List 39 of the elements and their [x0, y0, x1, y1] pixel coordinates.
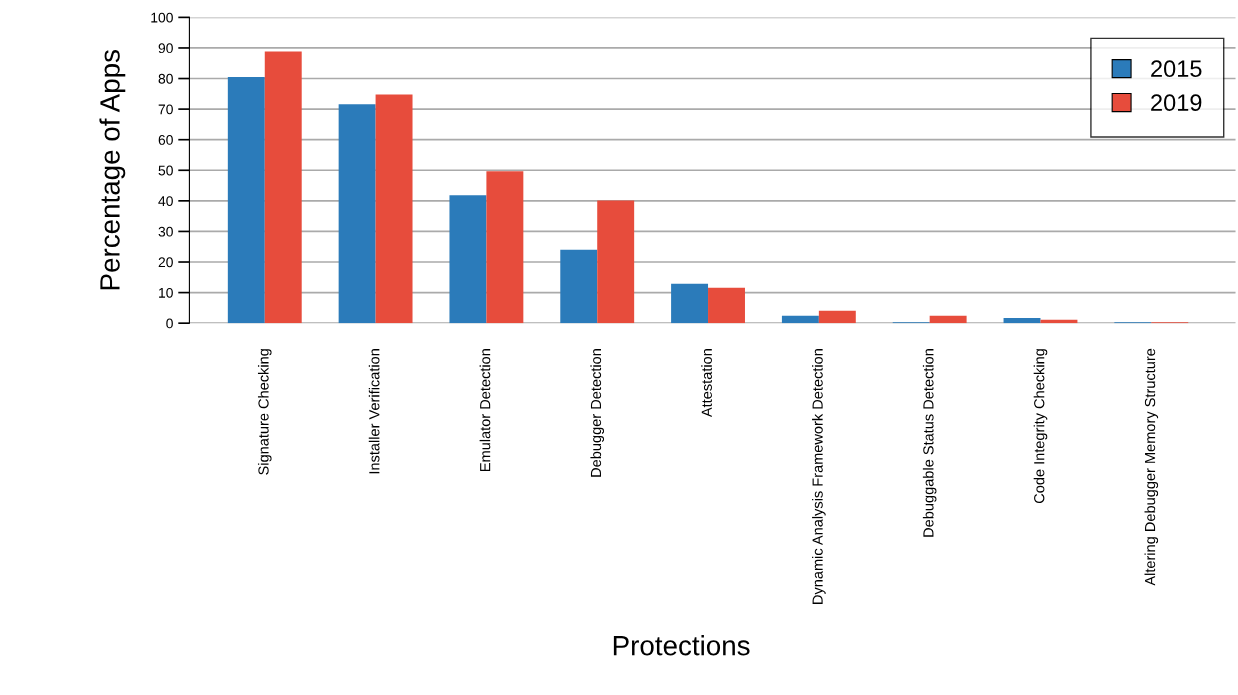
bar	[597, 200, 635, 324]
legend-label: 2015	[1151, 60, 1202, 78]
x-tick-label: Signature Checking	[257, 349, 272, 475]
bar	[338, 104, 376, 324]
y-tick-label: 20	[158, 257, 173, 268]
x-tick-label: Debuggable Status Detection	[922, 349, 937, 537]
bar	[227, 77, 265, 324]
bar	[560, 249, 598, 324]
bar	[708, 287, 745, 324]
x-tick-label: Altering Debugger Memory Structure	[1144, 348, 1159, 586]
y-tick-label: 90	[158, 43, 173, 54]
bar	[671, 283, 709, 324]
x-tick-label: Debugger Detection	[590, 349, 605, 477]
bar	[1003, 317, 1041, 324]
y-axis-title: Percentage of Apps	[99, 50, 126, 290]
y-tick-label: 0	[166, 318, 173, 329]
y-tick-label: 30	[158, 226, 173, 237]
y-tick-label: 100	[151, 12, 173, 23]
bar	[375, 94, 413, 324]
y-tick-label: 60	[158, 135, 173, 145]
x-axis-title: Protections	[613, 635, 750, 656]
x-tick-label: Dynamic Analysis Framework Detection	[812, 349, 826, 604]
bar	[1040, 319, 1078, 324]
bar	[929, 315, 967, 324]
x-tick-label: Code Integrity Checking	[1033, 349, 1048, 504]
bar	[818, 310, 856, 324]
y-tick-label: 50	[158, 165, 173, 176]
bar	[264, 51, 302, 324]
x-tick-label: Installer Verification	[368, 349, 380, 474]
bar	[449, 195, 487, 324]
y-tick-label: 10	[159, 287, 173, 298]
y-tick-label: 80	[158, 73, 173, 84]
legend-label: 2019	[1151, 94, 1202, 112]
x-tick-label: Emulator Detection	[479, 349, 491, 471]
y-tick-label: 70	[158, 104, 173, 115]
bar	[486, 171, 524, 324]
x-tick-label: Attestation	[701, 349, 712, 418]
y-tick-label: 40	[158, 196, 173, 207]
bar	[781, 315, 819, 324]
